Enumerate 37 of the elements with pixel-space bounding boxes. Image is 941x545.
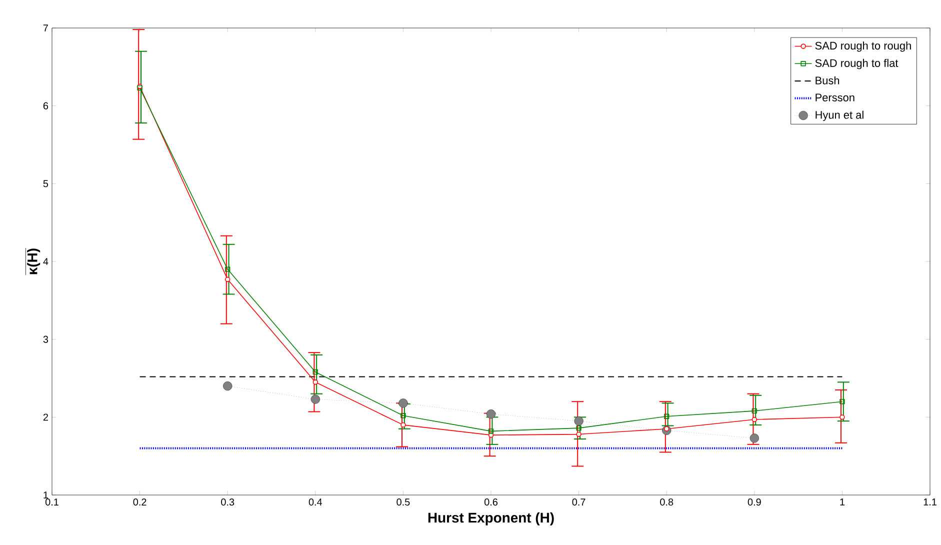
point (752, 416, 757, 422)
x-tick-label: 0.9 (748, 498, 761, 506)
x-tick-label: 0.1 (45, 498, 58, 506)
x-tick-label: 0.5 (396, 498, 410, 506)
y-tick-label: 5 (43, 180, 48, 188)
x-tick-label: 0.2 (133, 498, 146, 506)
point (225, 276, 230, 282)
y-tick-label: 2 (43, 414, 48, 421)
y-tick-label: 6 (43, 102, 48, 110)
point (574, 416, 584, 426)
y-tick-label: 1 (44, 492, 48, 498)
point (486, 409, 496, 419)
x-tick-label: 0.8 (660, 498, 674, 506)
y-tick-label: 4 (43, 258, 48, 265)
legend-label: Hyun et al (816, 110, 864, 121)
point (223, 381, 232, 391)
x-tick-label: 0.7 (572, 498, 586, 506)
legend-label: Bush (816, 76, 840, 84)
legend-label: Persson (816, 94, 854, 102)
y-axis-title: κ(H) (27, 248, 40, 274)
x-axis-title: Hurst Exponent (H) (428, 512, 554, 526)
point (576, 432, 582, 437)
x-tick-label: 0.6 (484, 498, 498, 506)
y-tick-label: 7 (43, 24, 48, 32)
x-tick-label: 1 (840, 498, 845, 506)
x-tick-label: 0.3 (221, 498, 234, 506)
point (750, 434, 759, 443)
x-tick-label: 0.4 (308, 498, 322, 506)
point (310, 394, 320, 404)
point (400, 422, 406, 428)
x-tick-label: 1.1 (924, 498, 936, 506)
point (312, 380, 318, 385)
point (840, 414, 845, 420)
y-tick-label: 3 (43, 336, 48, 343)
legend-label: SAD rough to flat (815, 58, 898, 70)
point (398, 398, 408, 408)
legend-label: SAD rough to rough (815, 42, 911, 52)
